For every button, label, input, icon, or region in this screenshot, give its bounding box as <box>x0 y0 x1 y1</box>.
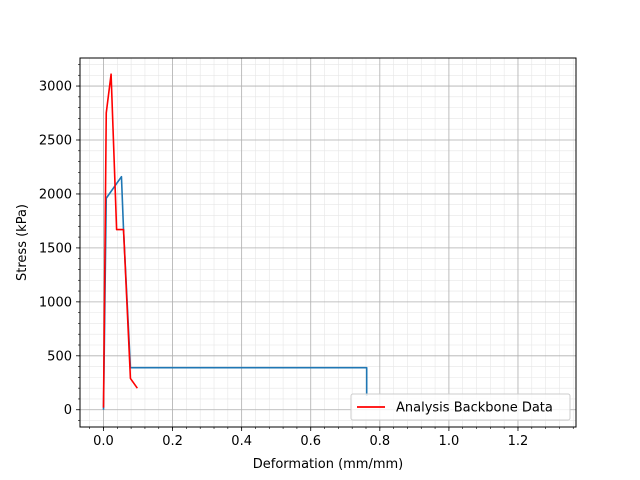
x-axis-label: Deformation (mm/mm) <box>253 457 404 472</box>
x-tick-label: 0.0 <box>93 434 114 449</box>
y-tick-label: 3000 <box>39 80 72 95</box>
x-tick-label: 0.6 <box>300 434 321 449</box>
y-tick-label: 500 <box>47 349 72 364</box>
y-tick-label: 0 <box>64 403 72 418</box>
series-layer <box>102 73 368 410</box>
y-tick-label: 2500 <box>39 134 72 149</box>
x-tick-label: 1.2 <box>508 434 529 449</box>
y-tick-label: 2000 <box>39 187 72 202</box>
legend: Analysis Backbone Data <box>350 393 571 421</box>
x-tick-label: 0.4 <box>231 434 252 449</box>
x-tick-label: 0.8 <box>369 434 390 449</box>
legend-box <box>350 393 571 421</box>
y-tick-label: 1000 <box>39 295 72 310</box>
legend-label-analysis-backbone-data: Analysis Backbone Data <box>396 401 553 416</box>
y-tick-label: 1500 <box>39 241 72 256</box>
x-tick-label: 1.0 <box>439 434 460 449</box>
y-axis-ticks: 0 500 1000 1500 2000 2500 3000 <box>39 64 80 421</box>
series-line-analysis-backbone-data <box>102 73 138 408</box>
x-tick-label: 0.2 <box>162 434 183 449</box>
major-grid <box>80 58 576 427</box>
plot-frame <box>79 57 577 428</box>
y-axis-label: Stress (kPa) <box>15 204 30 281</box>
x-axis-ticks: 0.0 0.2 0.4 0.6 0.8 1.0 1.2 <box>89 427 574 449</box>
